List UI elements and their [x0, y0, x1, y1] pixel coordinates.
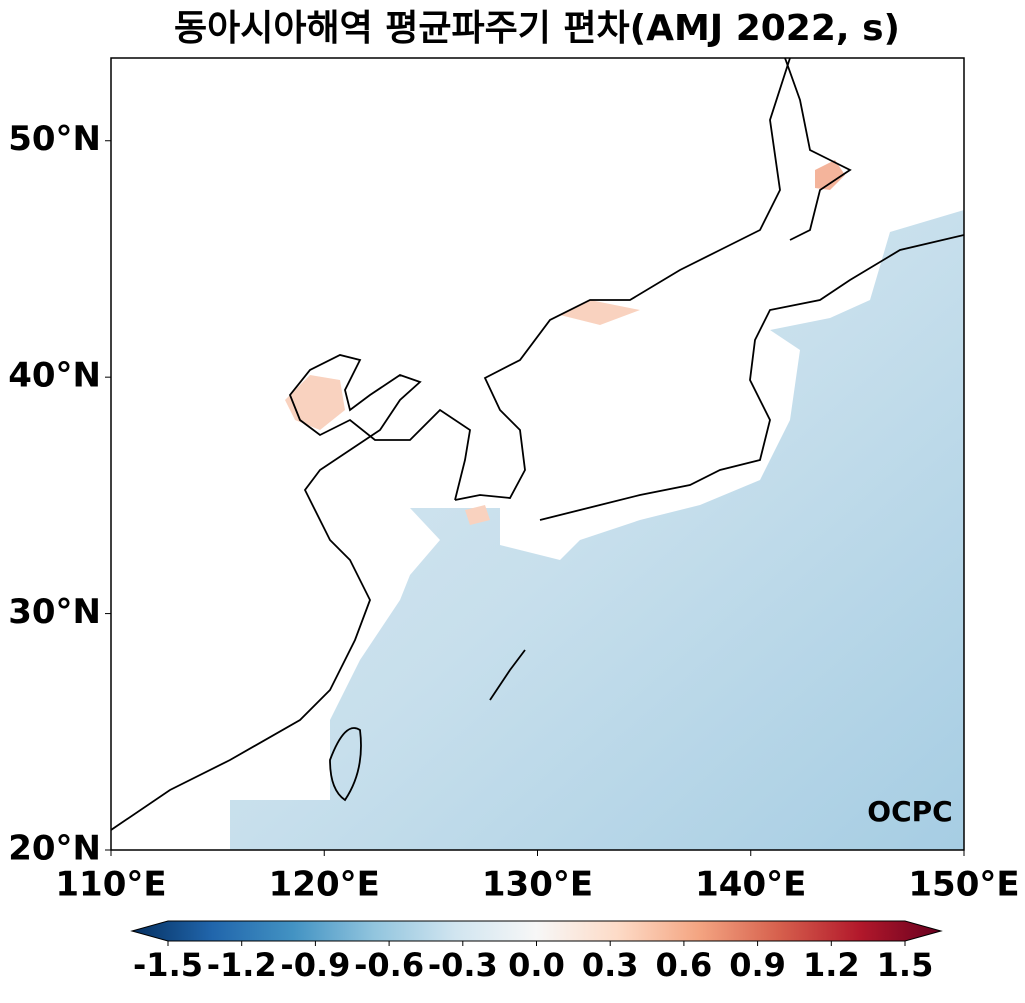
colorbar: -1.5 -1.2 -0.9 -0.6 -0.3 0.0 0.3 0.6 0.9 1.2 1.5	[130, 920, 943, 984]
colorbar-tick-label: 1.2	[803, 946, 860, 984]
colorbar-body	[130, 920, 943, 942]
colorbar-tick-label: -1.2	[207, 946, 277, 984]
positive-anomaly	[285, 375, 345, 430]
ocean-anomaly	[230, 210, 964, 850]
colorbar-tick-label: 0.0	[508, 946, 565, 984]
logo: OCPC	[867, 795, 952, 828]
colorbar-tick-label: 0.3	[582, 946, 639, 984]
colorbar-tick-label: -1.5	[133, 946, 203, 984]
x-tick-label: 110°E	[55, 865, 166, 905]
positive-anomaly	[815, 160, 845, 190]
colorbar-tick-label: -0.9	[280, 946, 350, 984]
y-tick-label: 40°N	[8, 356, 101, 396]
y-tick-label: 20°N	[8, 829, 101, 869]
chart-title: 동아시아해역 평균파주기 편차(AMJ 2022, s)	[174, 8, 900, 49]
x-tick-label: 130°E	[482, 865, 593, 905]
map-field: OCPC	[111, 58, 964, 850]
x-tick-label: 150°E	[908, 865, 1019, 905]
x-tick-label: 140°E	[695, 865, 806, 905]
colorbar-tick-label: 0.9	[729, 946, 786, 984]
colorbar-tick-label: 1.5	[877, 946, 934, 984]
colorbar-tick-label: -0.6	[354, 946, 424, 984]
positive-anomaly	[560, 300, 640, 325]
coastline	[111, 58, 964, 831]
x-tick-label: 120°E	[269, 865, 380, 905]
colorbar-tick-label: 0.6	[656, 946, 713, 984]
positive-anomaly	[465, 505, 490, 525]
y-tick-label: 30°N	[8, 592, 101, 632]
y-tick-label: 50°N	[8, 119, 101, 159]
colorbar-tick-label: -0.3	[428, 946, 498, 984]
